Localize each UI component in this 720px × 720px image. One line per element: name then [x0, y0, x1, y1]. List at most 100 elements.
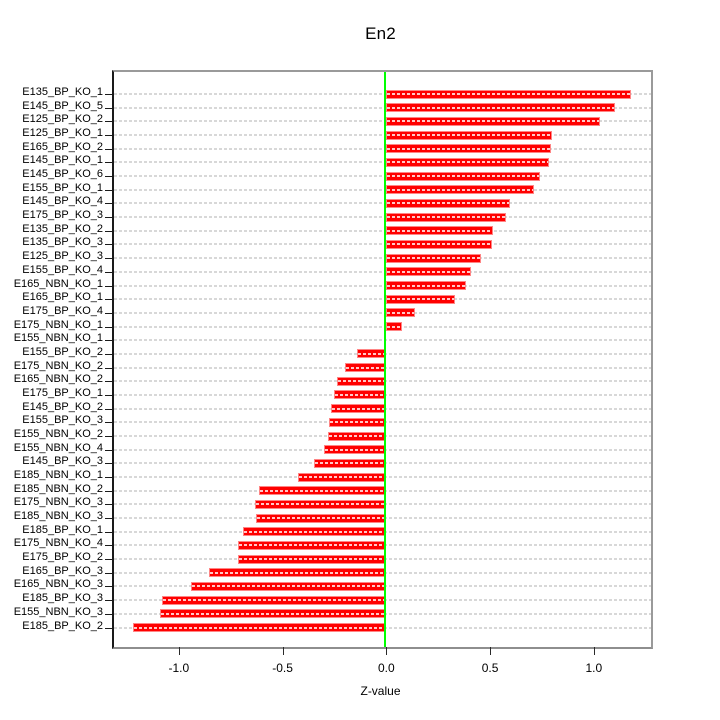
- y-tick: [105, 613, 112, 615]
- bar-highlight-dashes: [387, 134, 552, 137]
- x-tick: [490, 647, 492, 655]
- bar-highlight-dashes: [387, 120, 600, 123]
- bar-highlight-dashes: [387, 325, 401, 328]
- grid-line: [114, 175, 651, 178]
- grid-line: [114, 325, 651, 328]
- grid-line: [114, 270, 651, 273]
- grid-line: [114, 120, 651, 123]
- y-tick: [105, 572, 112, 574]
- y-axis-label: E175_NBN_KO_2: [13, 359, 103, 372]
- y-tick: [105, 408, 112, 410]
- bar-highlight-dashes: [358, 352, 386, 355]
- y-tick: [105, 394, 112, 396]
- grid-line: [114, 216, 651, 219]
- y-tick: [105, 121, 112, 123]
- bar-highlight-dashes: [387, 257, 480, 260]
- y-tick: [105, 189, 112, 191]
- y-tick: [105, 381, 112, 383]
- y-tick: [105, 312, 112, 314]
- bar-highlight-dashes: [387, 161, 549, 164]
- x-tick: [593, 647, 595, 655]
- y-tick: [105, 94, 112, 95]
- y-axis-label: E155_NBN_KO_3: [13, 605, 103, 618]
- y-tick: [105, 326, 112, 328]
- chart-title: En2: [365, 24, 396, 43]
- y-axis-label: E125_BP_KO_3: [22, 250, 103, 263]
- y-axis-label: E145_BP_KO_6: [22, 168, 103, 181]
- bar-highlight-dashes: [325, 448, 386, 451]
- bar-highlight-dashes: [161, 612, 386, 615]
- bar-highlight-dashes: [332, 407, 386, 410]
- y-axis-label: E135_BP_KO_3: [22, 236, 103, 249]
- y-axis-label: E155_BP_KO_4: [22, 263, 103, 276]
- bar-highlight-dashes: [134, 626, 386, 629]
- bar-highlight-dashes: [387, 147, 551, 150]
- y-tick: [105, 545, 112, 547]
- grid-line: [114, 257, 651, 260]
- y-axis-label: E175_BP_KO_2: [22, 551, 103, 564]
- y-axis-label: E185_NBN_KO_3: [13, 510, 103, 523]
- y-axis-label: E125_BP_KO_1: [22, 127, 103, 140]
- y-axis-label: E175_BP_KO_3: [22, 209, 103, 222]
- y-axis-label: E165_BP_KO_2: [22, 140, 103, 153]
- y-tick: [105, 285, 112, 287]
- x-tick-label: 1.0: [585, 661, 603, 675]
- y-axis-label: E155_BP_KO_3: [22, 414, 103, 427]
- y-axis-label: E175_NBN_KO_1: [13, 318, 103, 331]
- y-axis-label: E145_BP_KO_2: [22, 400, 103, 413]
- grid-line: [114, 134, 651, 137]
- y-tick: [105, 627, 112, 629]
- x-tick: [282, 647, 284, 655]
- y-axis-label: E145_BP_KO_1: [22, 154, 103, 167]
- y-tick: [105, 586, 112, 588]
- y-axis-label: E175_NBN_KO_3: [13, 496, 103, 509]
- y-tick: [105, 422, 112, 424]
- y-axis-label: E185_NBN_KO_1: [13, 469, 103, 482]
- grid-line: [114, 147, 651, 150]
- y-axis-label: E165_NBN_KO_3: [13, 578, 103, 591]
- x-tick: [386, 647, 388, 655]
- bar-highlight-dashes: [387, 188, 533, 191]
- bar-highlight-dashes: [387, 216, 505, 219]
- bar-highlight-dashes: [259, 489, 386, 492]
- x-axis-title: Z-value: [360, 684, 401, 698]
- y-tick: [105, 217, 112, 219]
- bar-highlight-dashes: [387, 270, 471, 273]
- bar-highlight-dashes: [244, 530, 386, 533]
- y-axis-label: E165_NBN_KO_2: [13, 373, 103, 386]
- bar-highlight-dashes: [387, 202, 509, 205]
- y-tick: [105, 244, 112, 246]
- bar-highlight-dashes: [387, 284, 466, 287]
- y-axis-label: E125_BP_KO_2: [22, 113, 103, 126]
- grid-line: [114, 298, 651, 301]
- y-tick: [105, 107, 112, 109]
- bar-highlight-dashes: [345, 366, 386, 369]
- y-tick: [105, 449, 112, 451]
- y-axis-label: E185_NBN_KO_2: [13, 482, 103, 495]
- bar-highlight-dashes: [337, 380, 386, 383]
- grid-line: [114, 161, 651, 164]
- y-axis-label: E185_BP_KO_1: [22, 523, 103, 536]
- bar-highlight-dashes: [387, 243, 492, 246]
- bar-highlight-dashes: [256, 517, 386, 520]
- x-tick-label: -1.0: [168, 661, 190, 675]
- y-tick: [105, 340, 112, 342]
- y-tick: [105, 176, 112, 178]
- y-tick: [105, 518, 112, 520]
- y-axis-label: E135_BP_KO_2: [22, 222, 103, 235]
- y-axis-label: E145_BP_KO_5: [22, 99, 103, 112]
- x-tick-label: 0.0: [377, 661, 395, 675]
- y-tick: [105, 436, 112, 437]
- bar-highlight-dashes: [329, 435, 386, 437]
- bar-highlight-dashes: [163, 599, 386, 602]
- bar-highlight-dashes: [387, 175, 539, 178]
- y-axis-label: E175_NBN_KO_4: [13, 537, 103, 550]
- y-tick: [105, 271, 112, 273]
- y-tick: [105, 531, 112, 533]
- grid-line: [114, 339, 651, 342]
- bar-highlight-dashes: [238, 558, 386, 561]
- y-tick: [105, 203, 112, 205]
- y-axis-label: E145_BP_KO_3: [22, 455, 103, 468]
- y-axis-label: E175_BP_KO_1: [22, 386, 103, 399]
